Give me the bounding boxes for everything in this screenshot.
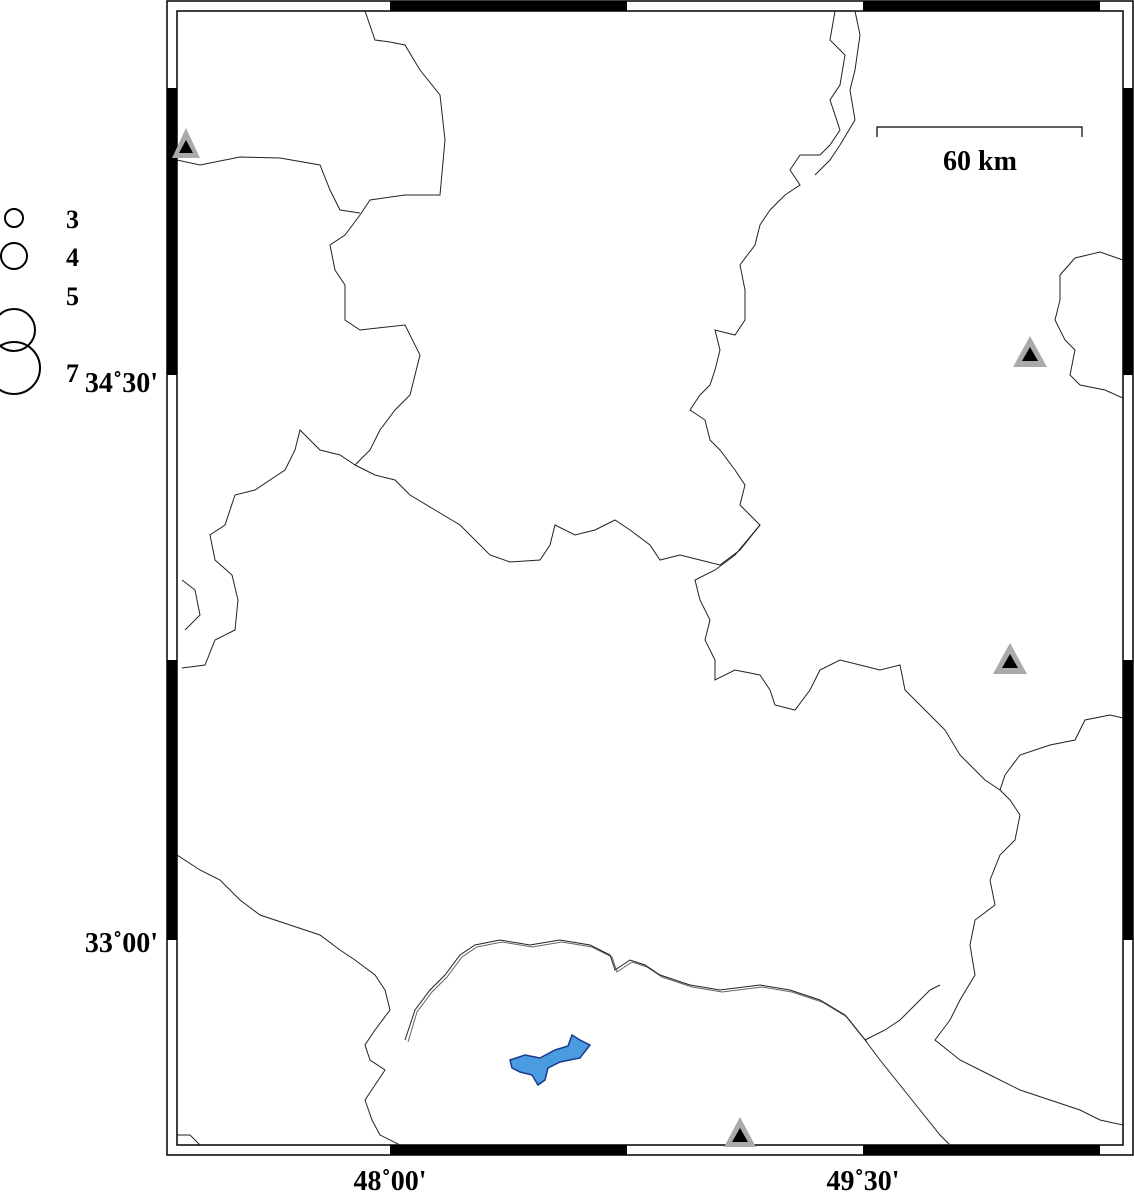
legend-label: 3 xyxy=(66,205,79,234)
station-triangle-icon xyxy=(724,1117,756,1147)
lon-label: 49˚30' xyxy=(826,1166,899,1194)
province-boundaries xyxy=(177,11,1123,1145)
scale-bar-label: 60 km xyxy=(943,146,1017,177)
scale-bar: 60 km xyxy=(876,126,1083,177)
lake xyxy=(509,1033,592,1087)
legend-circle-icon xyxy=(0,242,28,270)
station-triangle-icon xyxy=(1013,336,1047,367)
lat-label: 34˚30' xyxy=(85,368,158,399)
station-markers xyxy=(172,128,1047,1147)
station-triangle-icon xyxy=(172,128,200,158)
lon-label: 48˚00' xyxy=(353,1166,426,1194)
legend-circle-icon xyxy=(0,341,41,395)
legend-label: 7 xyxy=(66,359,79,388)
station-triangle-icon xyxy=(993,643,1027,674)
legend-label: 4 xyxy=(66,243,79,272)
legend-circle-icon xyxy=(4,208,24,228)
magnitude-legend: 3 4 5 7 xyxy=(0,205,79,395)
legend-circle-icon xyxy=(0,308,36,352)
lat-label: 33˚00' xyxy=(85,928,158,959)
legend-label: 5 xyxy=(66,282,79,311)
map-frame xyxy=(166,0,1134,1156)
